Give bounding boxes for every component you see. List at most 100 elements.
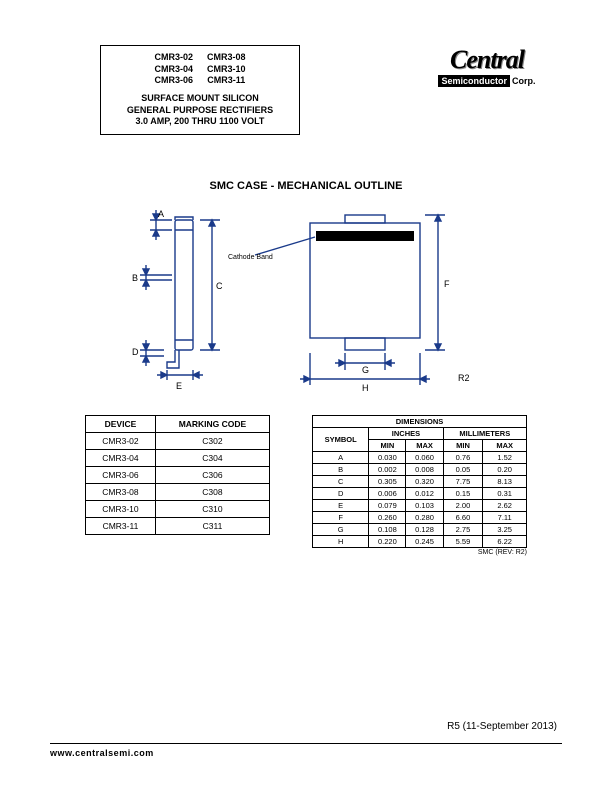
table-row: F0.2600.2806.607.11 (313, 512, 527, 524)
table-row: CMR3-04C304 (86, 450, 270, 467)
table-cell: 0.008 (406, 464, 443, 476)
table-cell: CMR3-06 (86, 467, 156, 484)
dim-label: D (132, 347, 139, 357)
footer-url: www.centralsemi.com (50, 748, 154, 758)
table-row: CMR3-08C308 (86, 484, 270, 501)
part-header-box: CMR3-02 CMR3-04 CMR3-06 CMR3-08 CMR3-10 … (100, 45, 300, 135)
part-number: CMR3-02 (154, 52, 193, 64)
table-row: A0.0300.0600.761.52 (313, 452, 527, 464)
table-cell: C302 (155, 433, 269, 450)
table-cell: 0.012 (406, 488, 443, 500)
table-header: MAX (483, 440, 527, 452)
table-cell: 2.75 (443, 524, 483, 536)
table-header: DEVICE (86, 416, 156, 433)
dim-label: G (362, 365, 369, 375)
table-cell: 0.05 (443, 464, 483, 476)
r2-label: R2 (458, 373, 470, 383)
dimensions-table: DIMENSIONS SYMBOL INCHES MILLIMETERS MIN… (312, 415, 527, 548)
table-cell: CMR3-02 (86, 433, 156, 450)
table-cell: C (313, 476, 369, 488)
table-row: E0.0790.1032.002.62 (313, 500, 527, 512)
table-row: D0.0060.0120.150.31 (313, 488, 527, 500)
section-title: SMC CASE - MECHANICAL OUTLINE (0, 180, 612, 192)
part-number: CMR3-08 (207, 52, 246, 64)
table-cell: 0.15 (443, 488, 483, 500)
table-header: MILLIMETERS (443, 428, 526, 440)
table-cell: 0.320 (406, 476, 443, 488)
table-cell: 6.22 (483, 536, 527, 548)
table-cell: CMR3-08 (86, 484, 156, 501)
dim-label: H (362, 383, 369, 393)
table-header: MAX (406, 440, 443, 452)
table-cell: 0.20 (483, 464, 527, 476)
table-cell: 1.52 (483, 452, 527, 464)
table-cell: G (313, 524, 369, 536)
table-cell: B (313, 464, 369, 476)
product-desc: 3.0 AMP, 200 THRU 1100 VOLT (109, 116, 291, 128)
table-cell: 7.75 (443, 476, 483, 488)
logo-main: Central (422, 48, 552, 71)
table-cell: 0.030 (369, 452, 406, 464)
dim-label: A (158, 209, 164, 219)
product-desc: SURFACE MOUNT SILICON (109, 93, 291, 105)
table-cell: 0.305 (369, 476, 406, 488)
dim-label: C (216, 281, 223, 291)
table-cell: CMR3-04 (86, 450, 156, 467)
table-cell: C310 (155, 501, 269, 518)
table-row: H0.2200.2455.596.22 (313, 536, 527, 548)
table-cell: CMR3-10 (86, 501, 156, 518)
dim-label: B (132, 273, 138, 283)
table-title: DIMENSIONS (313, 416, 527, 428)
table-header: MIN (369, 440, 406, 452)
mechanical-diagram: A B C D E F G H Cathode Band R2 (120, 205, 500, 395)
revision-text: R5 (11-September 2013) (447, 721, 557, 732)
table-cell: 0.079 (369, 500, 406, 512)
table-cell: E (313, 500, 369, 512)
table-cell: 0.108 (369, 524, 406, 536)
table-row: CMR3-10C310 (86, 501, 270, 518)
table-cell: 7.11 (483, 512, 527, 524)
part-number: CMR3-06 (154, 75, 193, 87)
device-marking-table: DEVICE MARKING CODE CMR3-02C302CMR3-04C3… (85, 415, 270, 535)
table-row: C0.3050.3207.758.13 (313, 476, 527, 488)
dim-label: F (444, 279, 450, 289)
table-header: MARKING CODE (155, 416, 269, 433)
dim-label: E (176, 381, 182, 391)
table-cell: 0.280 (406, 512, 443, 524)
cathode-label: Cathode Band (228, 254, 273, 261)
table-cell: C311 (155, 518, 269, 535)
table-cell: 0.245 (406, 536, 443, 548)
table-cell: 3.25 (483, 524, 527, 536)
table-cell: 0.220 (369, 536, 406, 548)
table-cell: 0.006 (369, 488, 406, 500)
table-cell: F (313, 512, 369, 524)
table-cell: 2.62 (483, 500, 527, 512)
table-cell: 0.128 (406, 524, 443, 536)
footer-divider (50, 743, 562, 744)
table-cell: 2.00 (443, 500, 483, 512)
table-header: SYMBOL (313, 428, 369, 452)
table-cell: C308 (155, 484, 269, 501)
table-row: CMR3-11C311 (86, 518, 270, 535)
logo-sub: Semiconductor (438, 75, 510, 87)
table-cell: D (313, 488, 369, 500)
table-cell: 0.103 (406, 500, 443, 512)
table-cell: 0.31 (483, 488, 527, 500)
table-row: CMR3-06C306 (86, 467, 270, 484)
product-desc: GENERAL PURPOSE RECTIFIERS (109, 105, 291, 117)
table-row: CMR3-02C302 (86, 433, 270, 450)
table-cell: 8.13 (483, 476, 527, 488)
part-number: CMR3-11 (207, 75, 246, 87)
table-cell: 0.76 (443, 452, 483, 464)
table-header: INCHES (369, 428, 443, 440)
dims-caption: SMC (REV: R2) (312, 549, 527, 556)
table-row: G0.1080.1282.753.25 (313, 524, 527, 536)
part-number: CMR3-10 (207, 64, 246, 76)
table-cell: 0.060 (406, 452, 443, 464)
table-cell: CMR3-11 (86, 518, 156, 535)
company-logo: Central SemiconductorCorp. (422, 48, 552, 89)
table-cell: C304 (155, 450, 269, 467)
table-cell: 0.260 (369, 512, 406, 524)
table-cell: A (313, 452, 369, 464)
part-number: CMR3-04 (154, 64, 193, 76)
